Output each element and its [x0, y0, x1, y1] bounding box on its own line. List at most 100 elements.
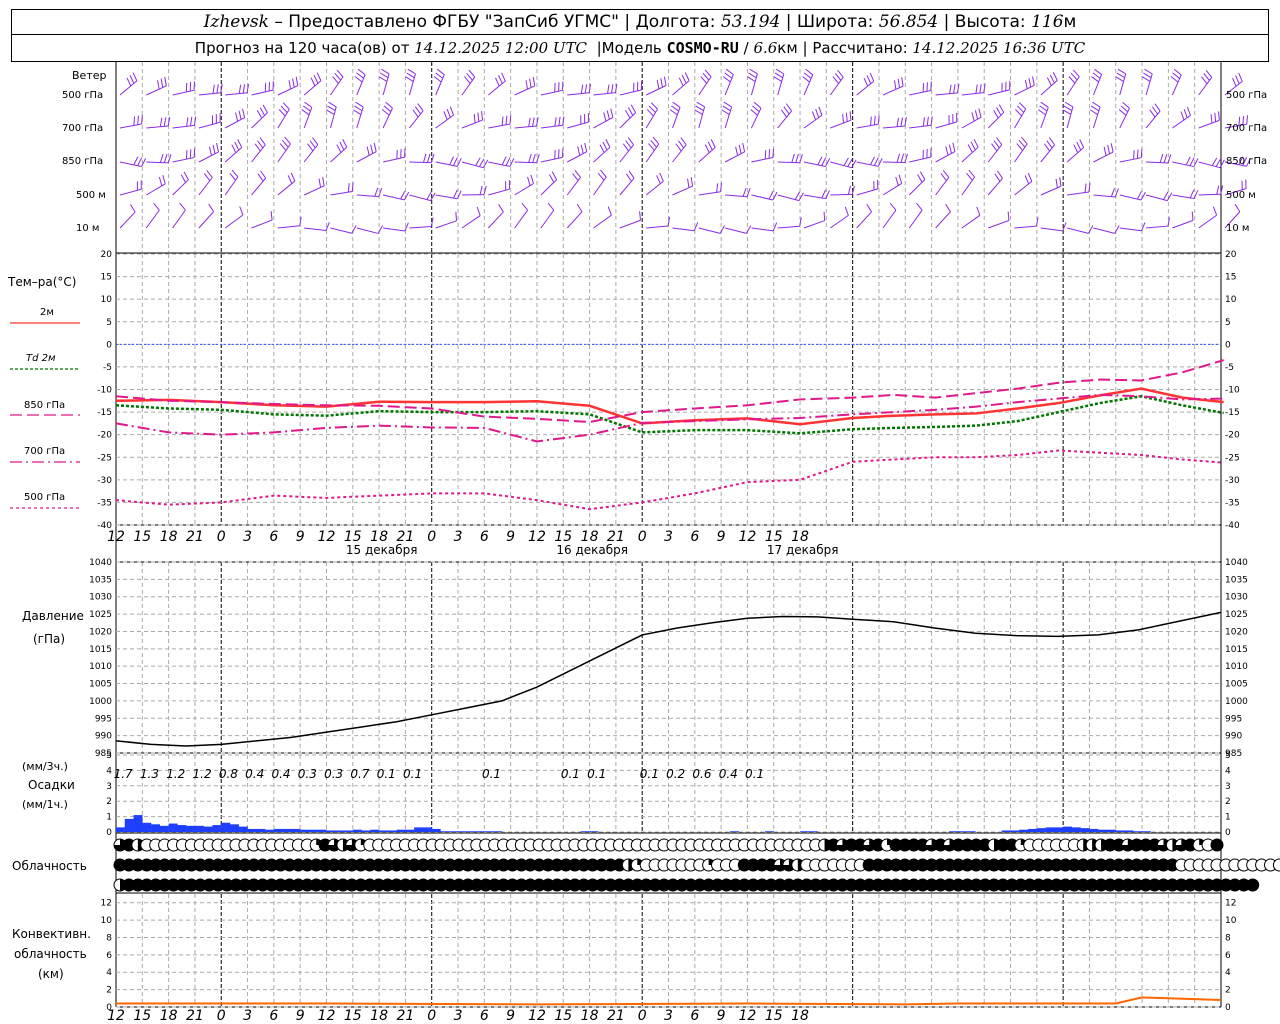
cloud-fill — [114, 839, 126, 851]
wind-barb-feather — [404, 222, 409, 232]
wind-barb-feather — [746, 188, 751, 197]
wind-barb-feather — [193, 148, 196, 158]
wind-level-500m-right: 500 м — [1226, 190, 1256, 201]
time-axis-hour-mid: 9 — [506, 529, 515, 545]
precip-bar — [151, 824, 161, 832]
wind-barb-feather — [452, 157, 458, 166]
wind-barb-feather — [483, 185, 487, 195]
date-label: 16 декабря — [556, 543, 628, 557]
wind-barb — [698, 69, 712, 96]
wind-barb-feather — [1094, 68, 1102, 75]
wind-barb — [593, 169, 607, 196]
wind-barb-feather — [482, 159, 489, 168]
wind-barb-feather — [262, 104, 268, 114]
wind-barb-shaft — [119, 80, 138, 96]
wind-barb-feather — [374, 187, 379, 197]
precip-bar — [1001, 830, 1011, 832]
wind-barb-feather — [942, 170, 950, 178]
wind-barb-feather — [622, 143, 630, 152]
wind-barb-shaft — [172, 89, 195, 96]
time-axis-hour-bottom: 21 — [607, 1008, 625, 1024]
wind-barb — [198, 203, 215, 229]
wind-barb — [461, 69, 476, 96]
precip-bar — [221, 822, 231, 832]
legend-label-850: 850 гПа — [24, 400, 66, 411]
wind-barb-feather — [551, 171, 558, 180]
wind-barb-feather — [259, 137, 266, 146]
wind-barb-feather — [446, 108, 451, 118]
wind-barb — [1014, 136, 1028, 163]
pressure-ytick-right: 1035 — [1225, 575, 1248, 585]
wind-barb-feather — [695, 105, 704, 112]
wind-barb-feather — [889, 202, 897, 211]
wind-barb-feather — [630, 104, 637, 113]
wind-barb-feather — [1019, 102, 1027, 110]
wind-barb — [1224, 203, 1241, 229]
wind-barb-feather — [498, 204, 504, 213]
wind-barb-feather — [355, 101, 364, 108]
wind-barb-feather — [970, 141, 976, 151]
wind-barb-feather — [229, 173, 237, 181]
wind-barb-feather — [449, 156, 454, 166]
wind-barb-feather — [803, 72, 812, 79]
wind-barb-feather — [501, 72, 506, 82]
wind-barb-feather — [953, 84, 956, 94]
wind-barb — [1040, 222, 1067, 232]
wind-barb — [694, 101, 706, 129]
precip-bar — [1089, 828, 1099, 832]
wind-barb-feather — [1114, 188, 1119, 198]
precip-bar — [729, 831, 739, 832]
wind-barb-feather — [1170, 76, 1179, 83]
wind-barb — [882, 153, 908, 164]
wind-barb-feather — [783, 106, 790, 115]
wind-barb-shaft — [698, 227, 721, 234]
time-axis-hour-bottom: 15 — [554, 1008, 572, 1024]
wind-barb-feather — [1122, 101, 1130, 109]
wind-barb-feather — [476, 206, 481, 216]
wind-barb — [224, 169, 239, 196]
wind-barb-feather — [1049, 74, 1055, 84]
wind-barb-feather — [532, 117, 535, 127]
wind-barb-feather — [1163, 154, 1168, 163]
conv-ytick-left: 10 — [101, 916, 113, 926]
wind-barb-shaft — [461, 215, 481, 229]
header-separator: | — [943, 12, 950, 32]
precip-ytick-right: 5 — [1225, 751, 1231, 761]
wind-barb — [354, 68, 366, 96]
wind-barb — [773, 68, 785, 96]
model-resolution: 6.6 — [753, 39, 778, 57]
wind-barb-feather — [752, 105, 760, 113]
wind-barb-shaft — [645, 180, 664, 196]
wind-barb-feather — [167, 117, 171, 127]
wind-barb — [1062, 101, 1074, 129]
wind-barb — [1119, 148, 1143, 163]
conv-unit: (км) — [38, 967, 64, 981]
wind-barb-shaft — [619, 144, 634, 163]
wind-barb-feather — [973, 138, 979, 148]
wind-barb-feather — [562, 116, 565, 126]
wind-barb-feather — [577, 146, 581, 156]
wind-level-700hpa: 700 гПа — [62, 123, 104, 134]
wind-barb-shaft — [1014, 108, 1027, 129]
wind-barb — [751, 190, 778, 201]
wind-barb — [146, 117, 171, 129]
wind-barb-feather — [948, 144, 952, 154]
wind-barb-shaft — [1040, 185, 1062, 196]
wind-barb-shaft — [645, 108, 658, 129]
wind-barb-feather — [825, 158, 831, 167]
wind-barb — [722, 68, 734, 96]
wind-barb-feather — [256, 110, 263, 119]
wind-barb-shaft — [146, 125, 169, 129]
wind-barb — [961, 83, 986, 96]
temperature-title: Тем–ра(°С) — [8, 275, 77, 289]
wind-barb-feather — [945, 146, 949, 156]
wind-barb — [645, 136, 660, 163]
wind-barb-feather — [799, 154, 803, 163]
header-forecast-bar: Прогноз на 120 часа(ов) от 14.12.2025 12… — [11, 34, 1269, 62]
wind-barb-feather — [378, 76, 388, 82]
wind-barb-feather — [845, 112, 848, 122]
wind-barb-shaft — [777, 225, 800, 229]
precip-3h-total: 0.8 — [219, 767, 238, 781]
precip-bar — [1115, 830, 1125, 832]
wind-barb-feather — [574, 170, 581, 178]
